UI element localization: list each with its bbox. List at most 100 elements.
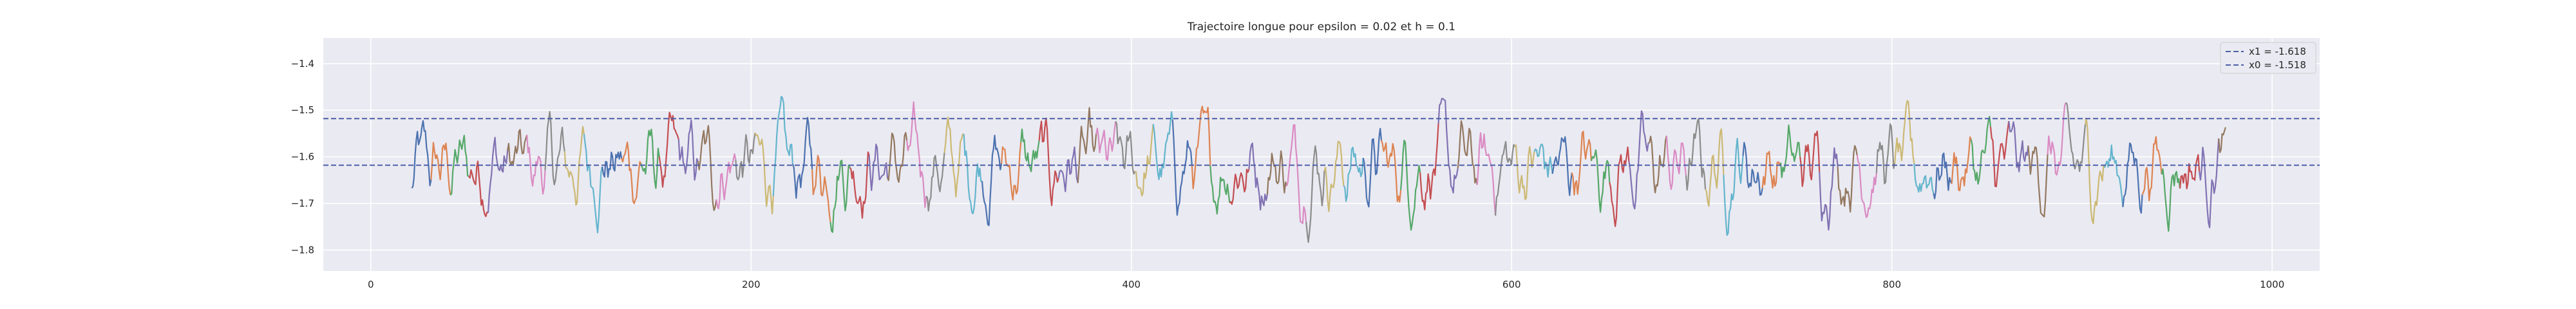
plot-background bbox=[323, 38, 2320, 271]
trajectory-segment bbox=[1648, 135, 1667, 194]
trajectory-segment bbox=[583, 133, 603, 234]
trajectory-segment bbox=[735, 133, 756, 181]
trajectory-segment bbox=[886, 132, 908, 183]
trajectory-segment bbox=[925, 153, 945, 212]
trajectory-segment bbox=[1437, 98, 1459, 194]
trajectory-segment bbox=[564, 126, 585, 206]
trajectory-segment bbox=[1152, 111, 1173, 180]
trajectory-segment bbox=[2008, 120, 2029, 173]
trajectory-segment bbox=[1723, 138, 1744, 236]
trajectory-segment bbox=[1248, 142, 1268, 211]
trajectory-segment bbox=[1551, 136, 1573, 196]
legend-entry-label: x1 = -1.618 bbox=[2249, 46, 2306, 57]
trajectory-segment bbox=[754, 132, 774, 215]
trajectory-segment bbox=[1457, 120, 1478, 185]
trajectory-segment bbox=[1095, 121, 1117, 161]
trajectory-segment bbox=[1171, 120, 1193, 216]
trajectory-segment bbox=[1001, 142, 1022, 201]
trajectory-segment bbox=[943, 117, 964, 198]
trajectory-segment bbox=[1951, 136, 1972, 192]
trajectory-segment bbox=[1533, 144, 1553, 178]
trajectory-segment bbox=[1514, 144, 1535, 200]
trajectory-segment bbox=[1819, 147, 1839, 231]
trajectory-segment bbox=[2218, 127, 2226, 153]
trajectory-segment bbox=[640, 128, 660, 189]
x-tick-label: 800 bbox=[1882, 279, 1901, 290]
legend: x1 = -1.618 x0 = -1.518 bbox=[2220, 42, 2316, 74]
trajectory-segment bbox=[1913, 163, 1935, 194]
trajectory-segment bbox=[2141, 136, 2163, 201]
trajectory-segment bbox=[1209, 165, 1231, 215]
trajectory-segment bbox=[2179, 154, 2201, 190]
trajectory-segment bbox=[1970, 116, 1991, 185]
trajectory-segment bbox=[1894, 100, 1915, 164]
trajectory-segment bbox=[1038, 117, 1059, 207]
trajectory-segment bbox=[544, 111, 565, 185]
trajectory-segment bbox=[658, 111, 679, 188]
trajectory-segment bbox=[1571, 131, 1592, 196]
trajectory-segment bbox=[1134, 124, 1154, 197]
trajectory-segment bbox=[811, 154, 831, 222]
trajectory-segment bbox=[1989, 120, 2010, 187]
trajectory-segment bbox=[963, 134, 983, 214]
trajectory-segment bbox=[450, 135, 469, 196]
trajectory-segment bbox=[715, 153, 737, 210]
trajectory-segment bbox=[2122, 142, 2143, 214]
trajectory-segment bbox=[1742, 142, 1763, 196]
trajectory-segment bbox=[1476, 132, 1497, 216]
trajectory-segment bbox=[1837, 145, 1858, 213]
trajectory-segment bbox=[1305, 145, 1325, 243]
trajectory-segment bbox=[1628, 110, 1649, 210]
trajectory-segment bbox=[1779, 124, 1801, 178]
trajectory-segment bbox=[1799, 130, 1821, 187]
trajectory-segment bbox=[1400, 139, 1421, 231]
trajectory-segment bbox=[2065, 102, 2087, 173]
trajectory-segment bbox=[2104, 144, 2124, 207]
trajectory-segment bbox=[1856, 154, 1877, 218]
trajectory-segment bbox=[981, 135, 1003, 227]
trajectory-segment bbox=[601, 151, 623, 178]
y-tick-label: −1.7 bbox=[291, 198, 314, 209]
trajectory-segment bbox=[1077, 107, 1097, 183]
trajectory-segment bbox=[2047, 102, 2067, 176]
trajectory-segment bbox=[1229, 169, 1250, 205]
y-axis: −1.4 −1.5 −1.6 −1.7 −1.8 bbox=[291, 58, 314, 256]
trajectory-segment bbox=[906, 101, 927, 208]
trajectory-segment bbox=[1020, 128, 1040, 173]
trajectory-segment bbox=[1875, 123, 1896, 185]
trajectory-segment bbox=[1665, 135, 1687, 190]
trajectory-segment bbox=[1419, 123, 1439, 211]
x-tick-label: 200 bbox=[742, 279, 761, 290]
trajectory-segment bbox=[1323, 140, 1345, 212]
trajectory-segment bbox=[1057, 146, 1079, 192]
trajectory bbox=[411, 95, 2226, 243]
trajectory-segment bbox=[1705, 128, 1725, 207]
trajectory-segment bbox=[1933, 152, 1953, 200]
trajectory-segment bbox=[1191, 106, 1211, 189]
trajectory-segment bbox=[2084, 118, 2105, 225]
y-tick-label: −1.4 bbox=[291, 58, 314, 70]
trajectory-segment bbox=[1266, 150, 1288, 195]
trajectory-segment bbox=[1609, 146, 1630, 227]
trajectory-segment bbox=[1380, 140, 1402, 203]
trajectory-segment bbox=[677, 119, 699, 181]
trajectory-segment bbox=[526, 135, 546, 195]
x-tick-label: 400 bbox=[1122, 279, 1141, 290]
trajectory-segment bbox=[430, 142, 451, 196]
trajectory-segment bbox=[2161, 168, 2181, 232]
trajectory-segment bbox=[1343, 146, 1364, 202]
chart-title: Trajectoire longue pour epsilon = 0.02 e… bbox=[1187, 21, 1455, 33]
legend-entry-label: x0 = -1.518 bbox=[2249, 59, 2306, 71]
threshold-lines bbox=[323, 118, 2320, 166]
trajectory-segment bbox=[2199, 138, 2220, 229]
trajectory-segment bbox=[621, 141, 642, 205]
trajectory-segment bbox=[1761, 151, 1781, 189]
trajectory-segment bbox=[507, 129, 528, 166]
trajectory-segment bbox=[1685, 118, 1707, 191]
legend-box bbox=[2220, 42, 2316, 74]
trajectory-segment bbox=[1285, 124, 1307, 225]
trajectory-segment bbox=[411, 120, 432, 189]
x-axis: 0 200 400 600 800 1000 bbox=[368, 279, 2284, 290]
trajectory-segment bbox=[1115, 120, 1136, 175]
